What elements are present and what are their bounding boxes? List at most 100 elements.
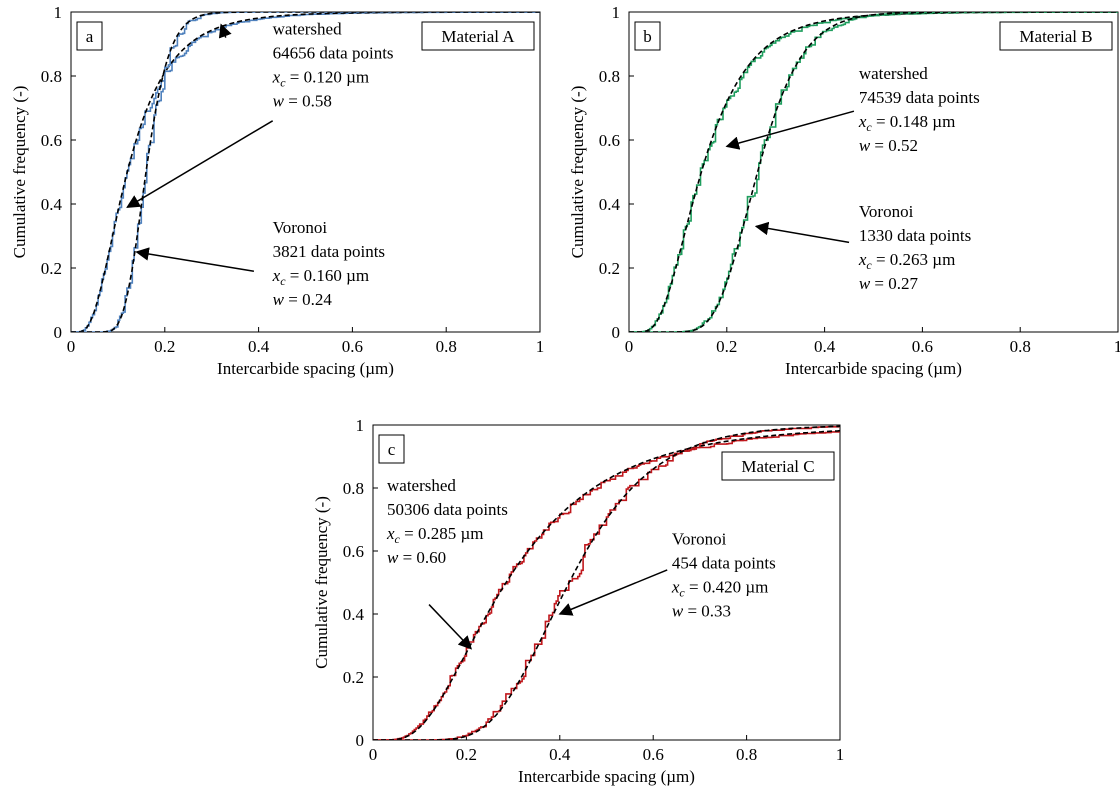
chart-panel-c: 0 0.2 0.4 0.6 0.8 1 0 0.2 0.4 0.6 0.8 1 Intercarbide…: [312, 416, 844, 786]
annotation-line: w = 0.60: [387, 548, 446, 567]
x-tick-label: 0: [369, 745, 378, 764]
annotation-arrow: [135, 247, 255, 272]
chart-panel-a: 0 0.2 0.4 0.6 0.8 1 0 0.2 0.4 0.6 0.8 1 Intercarbide…: [10, 3, 544, 378]
annotation-line: 64656 data points: [273, 43, 394, 62]
x-tick-label: 0.8: [436, 337, 457, 356]
y-tick-label: 0.4: [41, 195, 63, 214]
x-axis-label: Intercarbide spacing (µm): [518, 767, 695, 786]
annotation-line: w = 0.33: [672, 602, 731, 621]
annotation-line: Voronoi: [672, 530, 727, 549]
x-tick-label: 0.2: [154, 337, 175, 356]
y-tick-label: 0.2: [343, 668, 364, 687]
svg-text:a: a: [86, 27, 94, 46]
annotation-line: 1330 data points: [859, 226, 971, 245]
annotation-line: xc = 0.160 µm: [272, 266, 369, 288]
series-line-voronoi-fit: [373, 425, 840, 740]
y-tick-label: 1: [356, 416, 365, 435]
svg-text:Material B: Material B: [1019, 27, 1092, 46]
annotation-line: xc = 0.420 µm: [671, 578, 768, 600]
annotation-arrow: [558, 569, 668, 616]
annotation-0: watershed 50306 data points xc = 0.285 µm w…: [386, 476, 508, 650]
x-tick-label: 0.6: [643, 745, 664, 764]
material-label: Material C: [721, 451, 835, 481]
annotation-line: xc = 0.148 µm: [858, 112, 955, 134]
y-axis-label: Cumulative frequency (-): [312, 496, 331, 669]
x-tick-label: 0: [625, 337, 634, 356]
svg-text:Material A: Material A: [441, 27, 515, 46]
svg-text:b: b: [643, 27, 652, 46]
x-tick-label: 1: [836, 745, 845, 764]
annotation-line: watershed: [273, 19, 342, 38]
y-tick-label: 0: [612, 323, 621, 342]
annotation-line: w = 0.58: [273, 91, 332, 110]
annotation-line: xc = 0.263 µm: [858, 250, 955, 272]
annotation-arrow: [754, 221, 850, 244]
annotation-line: watershed: [387, 476, 456, 495]
y-tick-label: 0.4: [599, 195, 621, 214]
series-line-voronoi-measured: [71, 12, 540, 332]
y-tick-label: 0.8: [599, 67, 620, 86]
x-tick-label: 0.4: [814, 337, 836, 356]
x-tick-label: 0.6: [342, 337, 363, 356]
annotation-arrow: [725, 110, 855, 150]
y-tick-label: 1: [612, 3, 621, 22]
x-tick-label: 0.6: [912, 337, 933, 356]
y-tick-label: 0: [54, 323, 63, 342]
annotation-line: w = 0.24: [273, 290, 333, 309]
annotation-line: xc = 0.120 µm: [272, 67, 369, 89]
y-tick-label: 0.8: [343, 479, 364, 498]
annotation-line: Voronoi: [859, 202, 914, 221]
x-tick-label: 0.8: [1010, 337, 1031, 356]
annotation-0: watershed 64656 data points xc = 0.120 µm w…: [126, 19, 394, 208]
annotation-line: 74539 data points: [859, 88, 980, 107]
plot-frame: [628, 11, 1119, 333]
x-tick-label: 0.2: [456, 745, 477, 764]
x-tick-label: 0.4: [248, 337, 270, 356]
y-tick-label: 0.4: [343, 605, 365, 624]
y-tick-label: 0.2: [599, 259, 620, 278]
panel-label: a: [76, 21, 103, 51]
x-axis-label: Intercarbide spacing (µm): [785, 359, 962, 378]
svg-text:Material C: Material C: [741, 457, 814, 476]
annotation-line: 50306 data points: [387, 500, 508, 519]
x-axis-label: Intercarbide spacing (µm): [217, 359, 394, 378]
y-axis-label: Cumulative frequency (-): [568, 86, 587, 259]
annotation-line: 3821 data points: [273, 242, 385, 261]
annotation-arrow: [126, 120, 274, 208]
series-line-watershed-fit: [373, 429, 840, 740]
annotation-line: w = 0.27: [859, 274, 919, 293]
panel-label: b: [634, 21, 661, 51]
y-tick-label: 0.6: [41, 131, 62, 150]
x-tick-label: 0.4: [549, 745, 571, 764]
y-tick-label: 0.8: [41, 67, 62, 86]
y-axis-label: Cumulative frequency (-): [10, 86, 29, 259]
annotation-line: 454 data points: [672, 554, 776, 573]
annotation-line: xc = 0.285 µm: [386, 524, 483, 546]
x-tick-label: 0.2: [716, 337, 737, 356]
annotation-arrow: [218, 23, 232, 39]
annotation-1: Voronoi 1330 data points xc = 0.263 µm w = …: [754, 202, 971, 293]
annotation-line: watershed: [859, 64, 928, 83]
material-label: Material A: [421, 21, 535, 51]
y-tick-label: 0.6: [599, 131, 620, 150]
series-line-voronoi-fit: [629, 12, 1118, 332]
panel-label: c: [378, 434, 405, 464]
annotation-0: watershed 74539 data points xc = 0.148 µm w…: [725, 64, 980, 155]
y-tick-label: 0.2: [41, 259, 62, 278]
x-tick-label: 1: [1114, 337, 1120, 356]
series-line-voronoi-fit: [71, 12, 540, 332]
annotation-arrow: [428, 604, 473, 650]
plot-frame: [372, 424, 841, 741]
x-tick-label: 0: [67, 337, 76, 356]
svg-text:c: c: [388, 440, 396, 459]
y-tick-label: 0: [356, 731, 365, 750]
chart-panel-b: 0 0.2 0.4 0.6 0.8 1 0 0.2 0.4 0.6 0.8 1 Intercarbide…: [568, 3, 1120, 378]
x-tick-label: 0.8: [736, 745, 757, 764]
annotation-line: w = 0.52: [859, 136, 918, 155]
annotation-1: Voronoi 3821 data points xc = 0.160 µm w = …: [135, 218, 385, 309]
annotation-line: Voronoi: [273, 218, 328, 237]
annotation-1: Voronoi 454 data points xc = 0.420 µm w = 0…: [558, 530, 776, 621]
material-label: Material B: [999, 21, 1113, 51]
x-tick-label: 1: [536, 337, 545, 356]
